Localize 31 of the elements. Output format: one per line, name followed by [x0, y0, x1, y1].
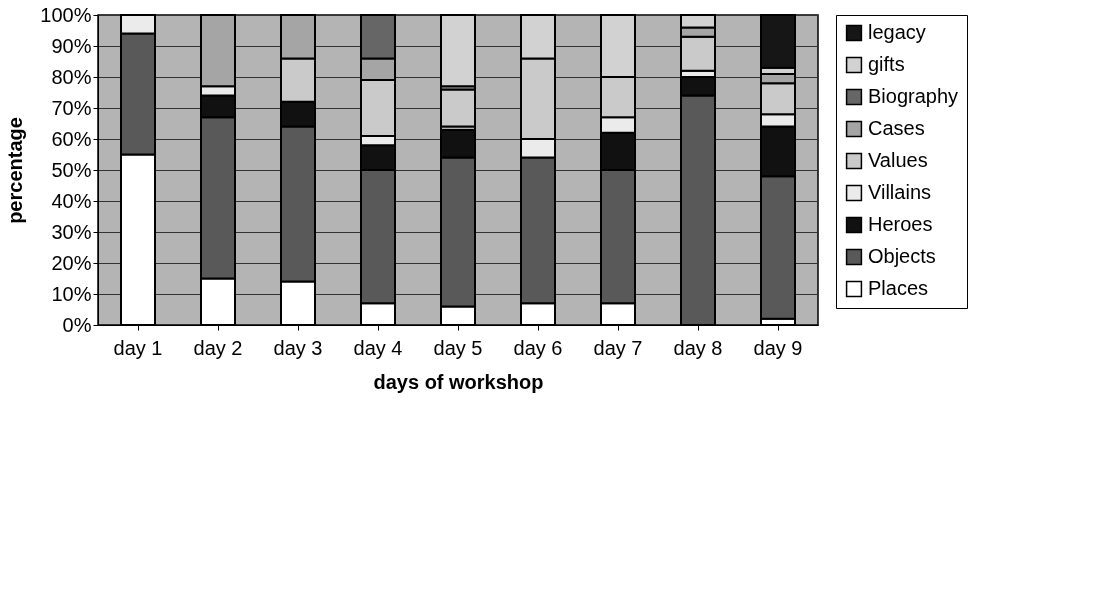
y-tick-label: 40%: [51, 189, 92, 212]
y-tick-label: 30%: [51, 220, 92, 243]
legend-label: Values: [868, 149, 928, 171]
x-tick-label: day 9: [753, 336, 803, 359]
legend-label: Heroes: [868, 213, 933, 235]
legend-label: Villains: [868, 181, 931, 203]
y-tick-label: 90%: [51, 34, 92, 57]
x-tick-label: day 8: [673, 336, 723, 359]
y-tick-label: 10%: [51, 282, 92, 305]
legend-label: legacy: [868, 21, 926, 43]
y-tick-label: 60%: [51, 127, 92, 150]
x-tick-label: day 7: [593, 336, 643, 359]
legend-label: Cases: [868, 117, 925, 139]
y-tick-label: 0%: [62, 313, 92, 336]
legend-label: Objects: [868, 245, 936, 267]
y-axis-title: percentage: [4, 117, 27, 224]
x-tick-label: day 3: [273, 336, 323, 359]
y-tick-label: 80%: [51, 65, 92, 88]
legend-label: Places: [868, 277, 929, 299]
y-tick-label: 20%: [51, 251, 92, 274]
x-tick-label: day 2: [193, 336, 243, 359]
legend-label: gifts: [868, 53, 905, 75]
x-axis-title: days of workshop: [373, 370, 544, 393]
x-tick-label: day 1: [113, 336, 163, 359]
x-tick-label: day 5: [433, 336, 483, 359]
y-tick-label: 70%: [51, 96, 92, 119]
y-tick-label: 100%: [40, 3, 92, 26]
x-tick-label: day 6: [513, 336, 563, 359]
legend-label: Biography: [868, 85, 959, 107]
y-tick-label: 50%: [51, 158, 92, 181]
x-tick-label: day 4: [353, 336, 403, 359]
